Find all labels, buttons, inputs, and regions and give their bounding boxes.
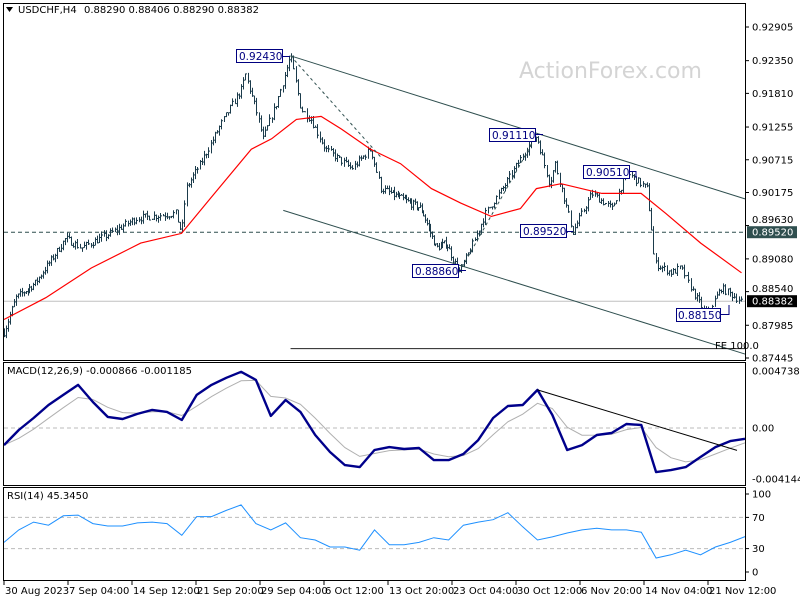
last-price-badge-bg — [747, 295, 797, 308]
watermark: ActionForex.com — [519, 59, 702, 84]
macd-panel-border — [3, 362, 746, 486]
macd-main-line — [3, 370, 746, 474]
time-tick-label: 21 Nov 12:00 — [709, 586, 776, 597]
rsi-tick-label: 30 — [752, 544, 765, 555]
svg-text:0.89520: 0.89520 — [523, 226, 566, 238]
svg-text:0.92430: 0.92430 — [239, 51, 282, 63]
macd-panel[interactable] — [3, 370, 746, 474]
time-tick-label: 21 Sep 20:00 — [197, 586, 264, 597]
annotation-0.91110: 0.91110 — [489, 128, 543, 142]
level-price-badge: 0.89520 — [752, 228, 793, 239]
time-tick-label: 7 Sep 04:00 — [69, 586, 129, 597]
price-tick-label: 0.90715 — [752, 155, 793, 166]
rsi-panel[interactable] — [3, 504, 746, 559]
trendline-leg-1 — [290, 55, 382, 158]
macd-signal-line — [3, 379, 746, 463]
price-panel[interactable] — [3, 53, 746, 355]
price-tick-label: 0.87985 — [752, 321, 793, 332]
macd-tick-label: 0.00 — [752, 424, 774, 435]
price-tick-label: 0.91810 — [752, 89, 793, 100]
time-tick-label: 30 Oct 12:00 — [517, 586, 582, 597]
moving-average-line — [3, 115, 742, 321]
rsi-line — [3, 504, 746, 559]
price-tick-label: 0.91255 — [752, 123, 793, 134]
rsi-tick-label: 70 — [752, 513, 765, 524]
price-tick-label: 0.90175 — [752, 188, 793, 199]
svg-text:0.88860: 0.88860 — [415, 266, 458, 278]
price-panel-border — [3, 3, 746, 361]
ohlc-values: 0.88290 0.88406 0.88290 0.88382 — [84, 5, 259, 16]
axes: 0.92905 0.92350 0.91810 0.91255 0.90715 0.901… — [3, 23, 800, 597]
price-tick-label: 0.87445 — [752, 354, 793, 365]
time-tick-label: 30 Aug 2023 — [5, 586, 69, 597]
time-tick-label: 14 Nov 04:00 — [645, 586, 712, 597]
rsi-tick-label: 100 — [752, 490, 771, 501]
rsi-tick-label: 0 — [752, 568, 758, 579]
macd-label: MACD(12,26,9) -0.000866 -0.001185 — [7, 366, 192, 377]
svg-text:0.90510: 0.90510 — [586, 167, 629, 179]
macd-tick-label: -0.004144 — [752, 475, 800, 486]
price-tick-label: 0.88540 — [752, 284, 793, 295]
last-price-badge: 0.88382 — [752, 297, 793, 308]
trendline-leg-2 — [458, 135, 537, 273]
symbol-label: USDCHF,H4 — [18, 5, 77, 16]
time-tick-label: 13 Oct 20:00 — [389, 586, 454, 597]
price-tick-label: 0.89080 — [752, 254, 793, 265]
fe-100-label: FE 100.0 — [715, 341, 759, 352]
macd-tick-label: 0.004738 — [752, 367, 800, 378]
level-price-badge-bg — [747, 226, 797, 239]
macd-trendline — [537, 389, 738, 451]
time-tick-label: 6 Oct 12:00 — [325, 586, 384, 597]
trendline-channel-lower — [283, 209, 746, 355]
time-tick-label: 23 Oct 04:00 — [453, 586, 518, 597]
annotation-0.88150: 0.88150 — [676, 305, 730, 322]
annotation-0.88860: 0.88860 — [412, 264, 466, 278]
rsi-panel-border — [3, 487, 746, 581]
annotation-0.89520: 0.89520 — [520, 224, 573, 238]
rsi-label: RSI(14) 45.3450 — [7, 491, 88, 502]
svg-text:0.91110: 0.91110 — [492, 130, 535, 142]
annotation-0.90510: 0.90510 — [583, 165, 637, 179]
time-tick-label: 14 Sep 12:00 — [133, 586, 200, 597]
price-tick-label: 0.92350 — [752, 56, 793, 67]
trendline-channel-upper — [290, 55, 746, 200]
time-tick-label: 29 Sep 04:00 — [261, 586, 328, 597]
annotation-0.92430: 0.92430 — [236, 49, 290, 63]
price-tick-label: 0.92905 — [752, 23, 793, 34]
triangle-down-icon[interactable] — [6, 7, 13, 12]
time-tick-label: 6 Nov 20:00 — [581, 586, 642, 597]
svg-text:0.88150: 0.88150 — [678, 310, 721, 322]
price-tick-label: 0.89630 — [752, 215, 793, 226]
